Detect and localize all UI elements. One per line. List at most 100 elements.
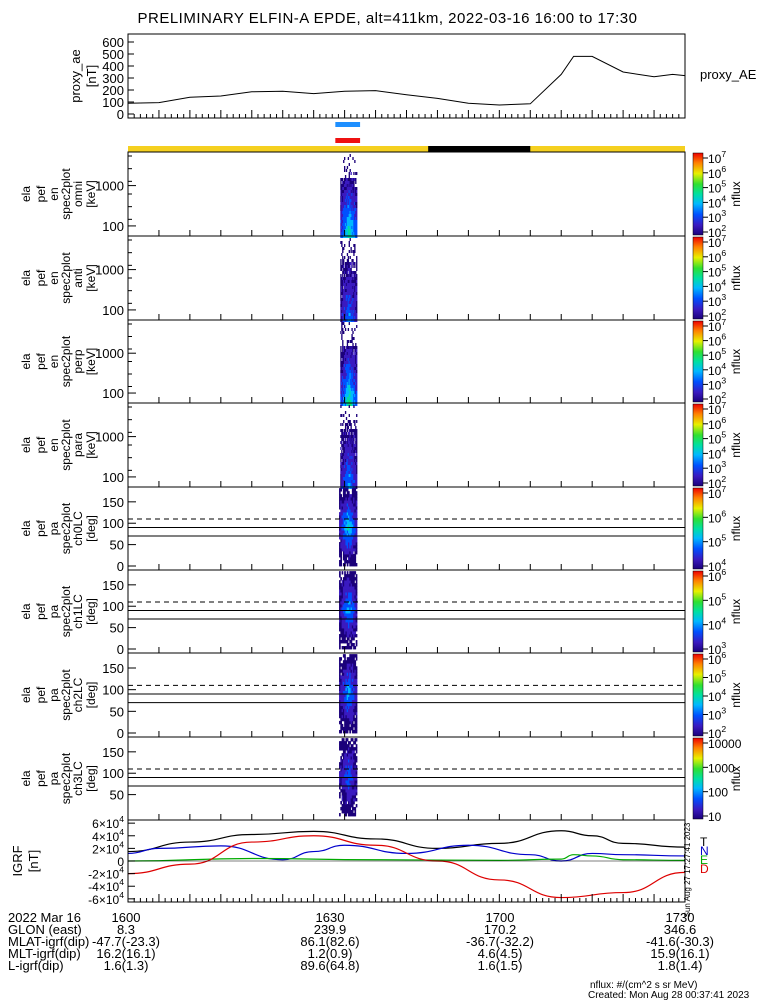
spectrogram-cell — [351, 660, 354, 664]
spectrogram-cell — [348, 687, 350, 691]
spectrogram-cell — [356, 256, 358, 259]
spectrogram-cell — [354, 199, 356, 202]
spectrogram-cell — [345, 199, 348, 202]
spectrogram-cell — [350, 666, 353, 670]
spectrogram-cell — [351, 432, 353, 435]
y-axis-label: pef — [34, 436, 48, 453]
spectrogram-cell — [351, 229, 353, 232]
spectrogram-cell — [350, 780, 353, 784]
spectrogram-cell — [349, 660, 351, 664]
y-tick-label: -6×104 — [88, 890, 124, 907]
spectrogram-cell — [348, 539, 350, 543]
spectrogram-cell — [345, 196, 348, 199]
spectrogram-cell — [342, 702, 345, 707]
spectrogram-cell — [350, 450, 352, 453]
spectrogram-cell — [345, 717, 348, 722]
spectrogram-cell — [339, 813, 341, 817]
spectrogram-cell — [341, 723, 344, 728]
spectrogram-cell — [347, 199, 350, 202]
spectrogram-cell — [340, 349, 342, 352]
spectrogram-cell — [348, 595, 350, 599]
spectrogram-cell — [341, 527, 344, 531]
spectrogram-cell — [346, 789, 349, 793]
spectrogram-cell — [348, 657, 350, 661]
spectrogram-cell — [341, 762, 344, 766]
spectrogram-cell — [356, 480, 358, 483]
spectrogram-cell — [345, 205, 348, 208]
spectrogram-cell — [346, 622, 349, 626]
colorbar-tick-label: 10 — [708, 810, 722, 824]
spectrogram-cell — [344, 521, 346, 525]
spectrogram-cell — [341, 774, 344, 778]
colorbar-tick-label: 102 — [708, 223, 726, 240]
spectrogram-cell — [354, 759, 357, 763]
spectrogram-cell — [353, 741, 355, 745]
spectrogram-cell — [348, 397, 350, 400]
spectrogram-cell — [354, 388, 356, 391]
colorbar-tick-label: 106 — [708, 248, 726, 265]
y-tick-label: 100 — [102, 470, 124, 485]
spectrogram-cell — [341, 771, 344, 775]
spectrogram-cell — [348, 181, 350, 184]
spectrogram-cell — [353, 684, 355, 688]
spectrogram-cell — [350, 355, 352, 358]
y-tick-label: 150 — [102, 745, 124, 760]
spectrogram-cell — [343, 169, 346, 172]
spectrogram-cell — [351, 298, 353, 301]
spectrogram-cell — [355, 619, 358, 623]
spectrogram-cell — [340, 622, 343, 626]
spectrogram-cell — [345, 450, 348, 453]
spectrogram-cell — [339, 720, 341, 725]
spectrogram-cell — [356, 295, 358, 298]
spectrogram-cell — [354, 435, 356, 438]
spectrogram-cell — [348, 613, 350, 617]
spectrogram-cell — [339, 554, 341, 558]
spectrogram-cell — [355, 503, 358, 507]
spectrogram-cell — [349, 622, 351, 626]
spectrogram-cell — [341, 586, 344, 590]
spectrogram-cell — [348, 545, 350, 549]
spectrogram-cell — [344, 304, 347, 307]
spectrogram-cell — [356, 262, 358, 265]
spectrogram-cell — [349, 450, 351, 453]
spectrogram-cell — [346, 613, 349, 617]
colorbar-tick-label: 106 — [708, 567, 726, 584]
spectrogram-cell — [348, 759, 350, 763]
spectrogram-cell — [350, 441, 352, 444]
spectrogram-cell — [341, 604, 344, 608]
spectrogram-cell — [350, 456, 352, 459]
y-axis-label: [deg] — [84, 515, 98, 542]
spectrogram-cell — [341, 367, 343, 370]
spectrogram-cell — [353, 613, 355, 617]
spectrogram-cell — [354, 524, 357, 528]
spectrogram-cell — [342, 316, 344, 319]
spectrogram-cell — [355, 432, 357, 435]
spectrogram-cell — [342, 373, 344, 376]
spectrogram-cell — [344, 283, 347, 286]
spectrogram-cell — [340, 783, 343, 787]
spectrogram-cell — [346, 631, 349, 635]
spectrogram-cell — [353, 571, 355, 575]
spectrogram-cell — [340, 714, 343, 719]
spectrogram-cell — [350, 678, 353, 682]
spectrogram-cell — [344, 798, 346, 802]
spectrogram-cell — [349, 681, 351, 685]
spectrogram-cell — [348, 810, 350, 814]
spectrogram-cell — [346, 465, 349, 468]
spectrogram-cell — [340, 241, 342, 244]
spectrogram-cell — [348, 765, 350, 769]
spectrogram-cell — [346, 388, 349, 391]
spectrogram-cell — [353, 545, 355, 549]
spectrogram-cell — [349, 226, 351, 229]
spectrogram-cell — [343, 441, 346, 444]
spectrogram-cell — [353, 199, 355, 202]
spectrogram-cell — [345, 453, 348, 456]
spectrogram-cell — [356, 316, 358, 319]
spectrogram-cell — [354, 178, 356, 181]
spectrogram-cell — [349, 545, 351, 549]
spectrogram-cell — [343, 283, 345, 286]
spectrogram-cell — [346, 181, 349, 184]
spectrogram-cell — [354, 429, 356, 432]
spectrogram-cell — [351, 385, 353, 388]
spectrogram-cell — [339, 783, 341, 787]
